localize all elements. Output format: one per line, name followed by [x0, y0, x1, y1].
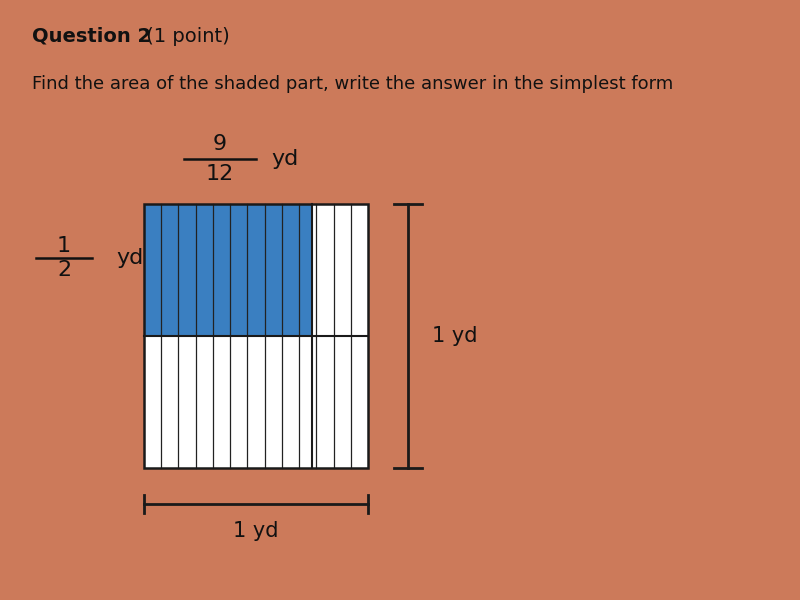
Text: 2: 2 [57, 260, 71, 280]
Text: Question 2: Question 2 [32, 27, 151, 46]
Text: 12: 12 [206, 164, 234, 184]
Bar [144, 204, 368, 468]
Text: yd: yd [272, 149, 299, 169]
Text: (1 point): (1 point) [140, 27, 230, 46]
Bar [144, 204, 368, 468]
Text: Find the area of the shaded part, write the answer in the simplest form: Find the area of the shaded part, write … [32, 75, 674, 93]
Text: yd: yd [116, 248, 143, 268]
Text: 1 yd: 1 yd [234, 521, 278, 541]
Bar [144, 204, 312, 336]
Text: 9: 9 [213, 134, 226, 154]
Text: 1: 1 [57, 236, 71, 256]
Text: 1 yd: 1 yd [432, 326, 478, 346]
